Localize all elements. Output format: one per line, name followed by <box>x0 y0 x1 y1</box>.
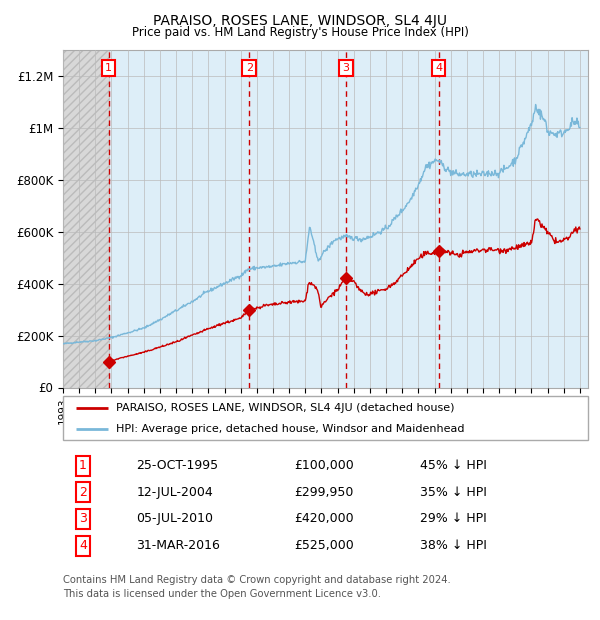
Text: This data is licensed under the Open Government Licence v3.0.: This data is licensed under the Open Gov… <box>63 589 381 599</box>
Text: 45% ↓ HPI: 45% ↓ HPI <box>420 459 487 472</box>
Text: PARAISO, ROSES LANE, WINDSOR, SL4 4JU: PARAISO, ROSES LANE, WINDSOR, SL4 4JU <box>153 14 447 28</box>
Text: 25-OCT-1995: 25-OCT-1995 <box>137 459 218 472</box>
Text: 1: 1 <box>105 63 112 73</box>
Text: 2: 2 <box>245 63 253 73</box>
Text: 4: 4 <box>79 539 87 552</box>
Text: 12-JUL-2004: 12-JUL-2004 <box>137 486 213 499</box>
Text: 35% ↓ HPI: 35% ↓ HPI <box>420 486 487 499</box>
Text: £525,000: £525,000 <box>294 539 354 552</box>
Text: 3: 3 <box>79 513 87 525</box>
Bar <box>63 50 109 388</box>
Text: 05-JUL-2010: 05-JUL-2010 <box>137 513 214 525</box>
Text: HPI: Average price, detached house, Windsor and Maidenhead: HPI: Average price, detached house, Wind… <box>115 425 464 435</box>
Bar <box>63 50 109 388</box>
Text: Price paid vs. HM Land Registry's House Price Index (HPI): Price paid vs. HM Land Registry's House … <box>131 26 469 39</box>
Text: 31-MAR-2016: 31-MAR-2016 <box>137 539 220 552</box>
Text: 3: 3 <box>343 63 349 73</box>
Text: 1: 1 <box>79 459 87 472</box>
FancyBboxPatch shape <box>63 396 588 440</box>
Text: £100,000: £100,000 <box>294 459 354 472</box>
Text: PARAISO, ROSES LANE, WINDSOR, SL4 4JU (detached house): PARAISO, ROSES LANE, WINDSOR, SL4 4JU (d… <box>115 403 454 413</box>
Text: £420,000: £420,000 <box>294 513 353 525</box>
Text: Contains HM Land Registry data © Crown copyright and database right 2024.: Contains HM Land Registry data © Crown c… <box>63 575 451 585</box>
Text: 38% ↓ HPI: 38% ↓ HPI <box>420 539 487 552</box>
Bar <box>109 50 588 388</box>
Text: £299,950: £299,950 <box>294 486 353 499</box>
Text: 2: 2 <box>79 486 87 499</box>
Text: 4: 4 <box>435 63 442 73</box>
Text: 29% ↓ HPI: 29% ↓ HPI <box>420 513 487 525</box>
